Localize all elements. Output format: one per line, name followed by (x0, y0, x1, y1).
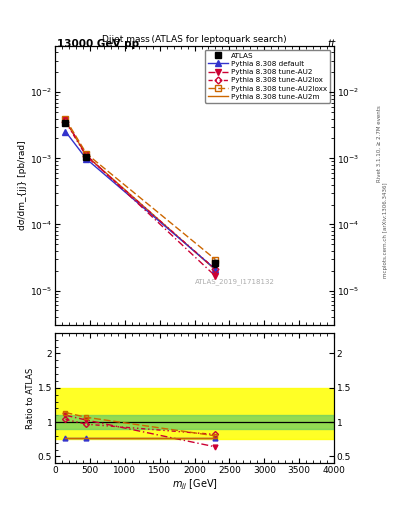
Text: mcplots.cern.ch [arXiv:1306.3436]: mcplots.cern.ch [arXiv:1306.3436] (383, 183, 387, 278)
X-axis label: $m_{jj}$ [GeV]: $m_{jj}$ [GeV] (172, 478, 217, 493)
Text: 13000 GeV pp: 13000 GeV pp (57, 39, 139, 50)
Bar (55, 415, 334, 429)
Bar (55, 388, 334, 439)
Legend: ATLAS, Pythia 8.308 default, Pythia 8.308 tune-AU2, Pythia 8.308 tune-AU2lox, Py: ATLAS, Pythia 8.308 default, Pythia 8.30… (205, 50, 331, 102)
Text: ATLAS_2019_I1718132: ATLAS_2019_I1718132 (195, 278, 274, 285)
Title: Dijet mass (ATLAS for leptoquark search): Dijet mass (ATLAS for leptoquark search) (102, 35, 287, 44)
Y-axis label: dσ/dm_{jj} [pb/rad]: dσ/dm_{jj} [pb/rad] (18, 141, 27, 230)
Y-axis label: Ratio to ATLAS: Ratio to ATLAS (26, 368, 35, 429)
Text: Rivet 3.1.10, ≥ 2.7M events: Rivet 3.1.10, ≥ 2.7M events (377, 105, 382, 182)
Text: tt: tt (328, 39, 336, 50)
